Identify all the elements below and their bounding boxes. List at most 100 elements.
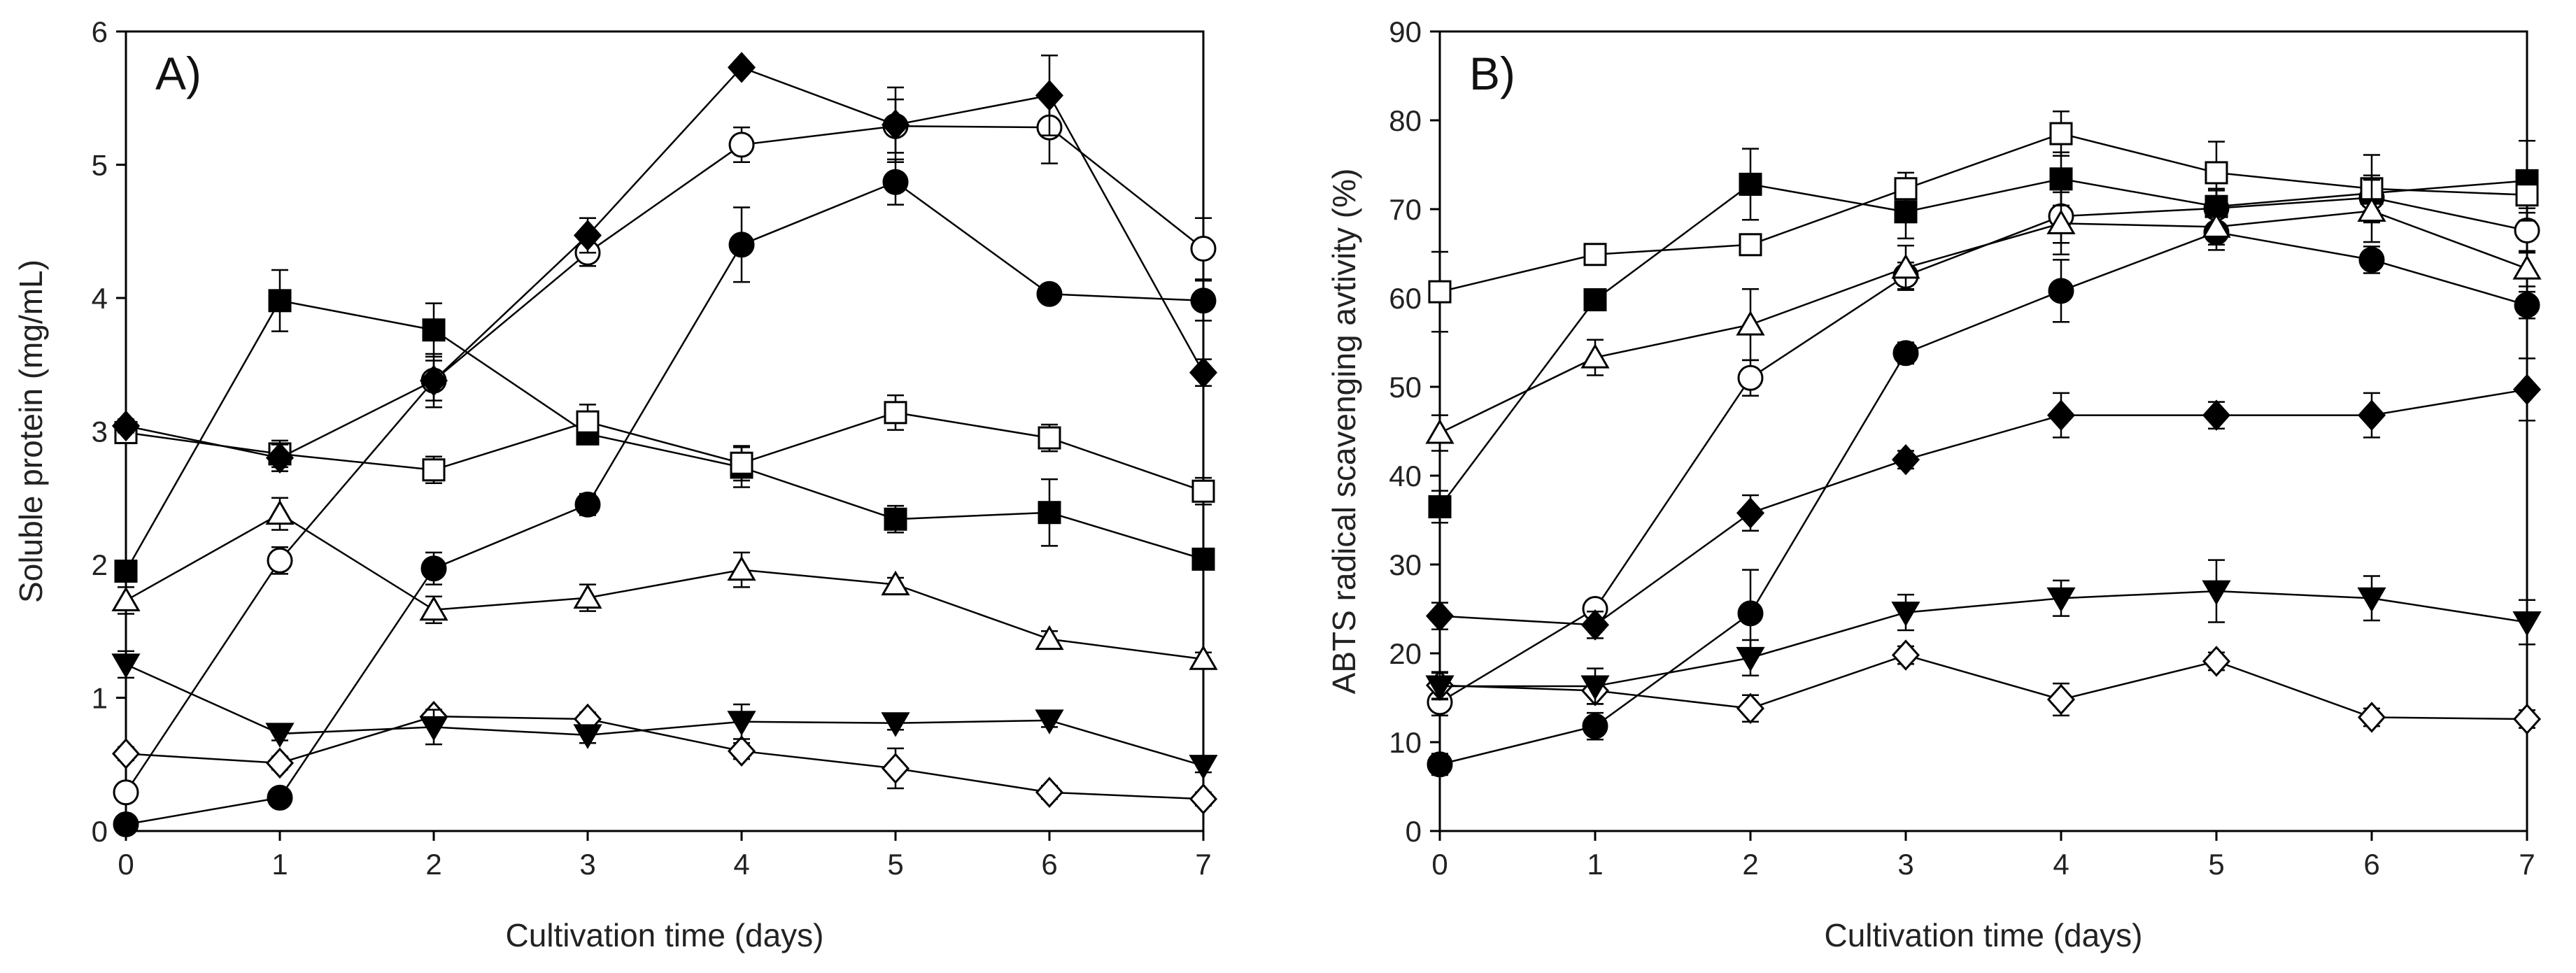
data-point-b-6 <box>1736 693 1765 724</box>
y-tick-label-b: 0 <box>1406 815 1422 848</box>
data-point-b-3 <box>2049 167 2073 191</box>
data-point-a-8 <box>265 499 295 525</box>
data-point-a-6 <box>111 738 141 769</box>
data-point-a-8 <box>1189 645 1218 670</box>
data-point-b-5 <box>1891 443 1920 476</box>
y-tick-label-a: 3 <box>92 416 108 448</box>
series-line-b-5 <box>1439 388 2528 626</box>
data-point-a-1 <box>1036 280 1063 307</box>
data-point-a-5 <box>727 52 756 83</box>
data-point-b-7 <box>1891 602 1920 627</box>
data-point-a-8 <box>881 570 910 596</box>
data-point-b-7 <box>2202 580 2231 606</box>
data-point-b-3 <box>1428 495 1452 518</box>
x-tick-label-b: 3 <box>1897 848 1913 881</box>
data-point-b-4 <box>2515 183 2539 207</box>
data-point-a-1 <box>882 169 909 195</box>
data-point-a-6 <box>1035 776 1064 808</box>
data-point-b-1 <box>1582 713 1608 739</box>
chart-panel-a: 0 1 2 3 4 5 6 7 0 1 2 3 4 5 6 Cultivation time (days) So… <box>13 15 1218 953</box>
data-point-b-5 <box>2357 399 2386 431</box>
data-point-a-8 <box>419 595 448 621</box>
data-point-a-1 <box>574 491 601 518</box>
data-point-b-4 <box>2049 122 2073 145</box>
data-point-b-8 <box>2202 213 2231 238</box>
x-tick-label-a: 3 <box>579 848 595 881</box>
data-point-b-3 <box>1583 288 1607 312</box>
data-point-b-6 <box>2046 683 2076 716</box>
x-tick-label-b: 1 <box>1587 848 1603 881</box>
x-tick-label-a: 0 <box>118 848 134 881</box>
data-point-b-7 <box>1736 646 1765 672</box>
data-point-b-1 <box>1737 600 1764 627</box>
x-tick-label-a: 4 <box>733 848 749 881</box>
y-tick-label-b: 70 <box>1389 193 1422 226</box>
data-point-b-7 <box>2357 587 2386 613</box>
data-point-a-1 <box>728 232 755 258</box>
series-a-7-filled-triangle-down <box>111 650 1218 780</box>
data-point-a-3 <box>884 507 907 531</box>
data-point-b-7 <box>1580 675 1610 700</box>
y-tick-label-a: 6 <box>92 15 108 48</box>
x-tick-label-b: 6 <box>2363 848 2379 881</box>
y-tick-label-b: 90 <box>1389 15 1422 48</box>
data-point-b-5 <box>2046 399 2076 431</box>
series-a-3-filled-square <box>114 269 1215 583</box>
data-point-b-8 <box>2046 209 2076 234</box>
data-point-b-4 <box>1428 280 1452 304</box>
series-line-a-7 <box>125 663 1204 767</box>
data-point-b-6 <box>2512 703 2542 735</box>
data-point-b-2 <box>2514 217 2540 243</box>
series-b-5-filled-diamond <box>1425 357 2542 641</box>
data-point-b-4 <box>1894 177 1918 201</box>
x-tick-label-a: 5 <box>887 848 903 881</box>
data-point-b-7 <box>2512 611 2542 637</box>
data-point-b-5 <box>1580 609 1610 641</box>
data-point-a-1 <box>113 811 139 837</box>
data-point-a-4 <box>884 401 907 425</box>
series-a-5-filled-diamond <box>111 52 1218 474</box>
data-point-b-5 <box>2202 399 2231 431</box>
data-point-a-1 <box>267 784 293 811</box>
data-point-a-3 <box>1191 547 1215 571</box>
y-axis-title-b: ABTS radical scavenging avtivity (%) <box>1326 169 1362 695</box>
y-tick-label-b: 40 <box>1389 460 1422 492</box>
data-point-a-8 <box>1035 625 1064 651</box>
data-point-a-2 <box>1190 236 1217 262</box>
x-tick-label-b: 7 <box>2519 848 2535 881</box>
data-point-b-5 <box>1736 497 1765 529</box>
y-tick-label-a: 5 <box>92 149 108 182</box>
y-tick-label-b: 20 <box>1389 637 1422 670</box>
data-point-a-6 <box>727 735 756 767</box>
data-point-a-2 <box>113 779 139 806</box>
data-point-a-5 <box>265 442 295 474</box>
series-line-a-5 <box>125 66 1205 459</box>
y-tick-label-a: 0 <box>92 815 108 848</box>
y-tick-label-a: 1 <box>92 682 108 715</box>
y-tick-label-b: 50 <box>1389 371 1422 404</box>
data-point-a-4 <box>1191 479 1215 503</box>
data-point-b-6 <box>1891 639 1920 671</box>
y-tick-label-b: 30 <box>1389 548 1422 581</box>
y-tick-label-b: 10 <box>1389 726 1422 759</box>
y-tick-label-b: 60 <box>1389 282 1422 315</box>
data-point-b-8 <box>1891 253 1920 279</box>
data-point-a-4 <box>730 451 753 475</box>
data-point-a-3 <box>1038 501 1061 525</box>
x-axis-title-a: Cultivation time (days) <box>505 917 823 953</box>
x-tick-label-b: 0 <box>1431 848 1448 881</box>
y-tick-label-b: 80 <box>1389 104 1422 137</box>
data-point-b-7 <box>1425 675 1455 700</box>
y-tick-label-a: 4 <box>92 282 108 315</box>
data-point-a-3 <box>422 318 446 342</box>
x-tick-label-a: 6 <box>1041 848 1057 881</box>
data-point-b-4 <box>1739 233 1762 257</box>
data-point-a-4 <box>1038 426 1061 450</box>
data-point-a-5 <box>881 109 910 141</box>
series-line-a-8 <box>125 513 1204 660</box>
panel-label-b: B) <box>1469 48 1515 99</box>
data-point-b-5 <box>2512 374 2542 406</box>
data-point-b-1 <box>1892 340 1919 367</box>
